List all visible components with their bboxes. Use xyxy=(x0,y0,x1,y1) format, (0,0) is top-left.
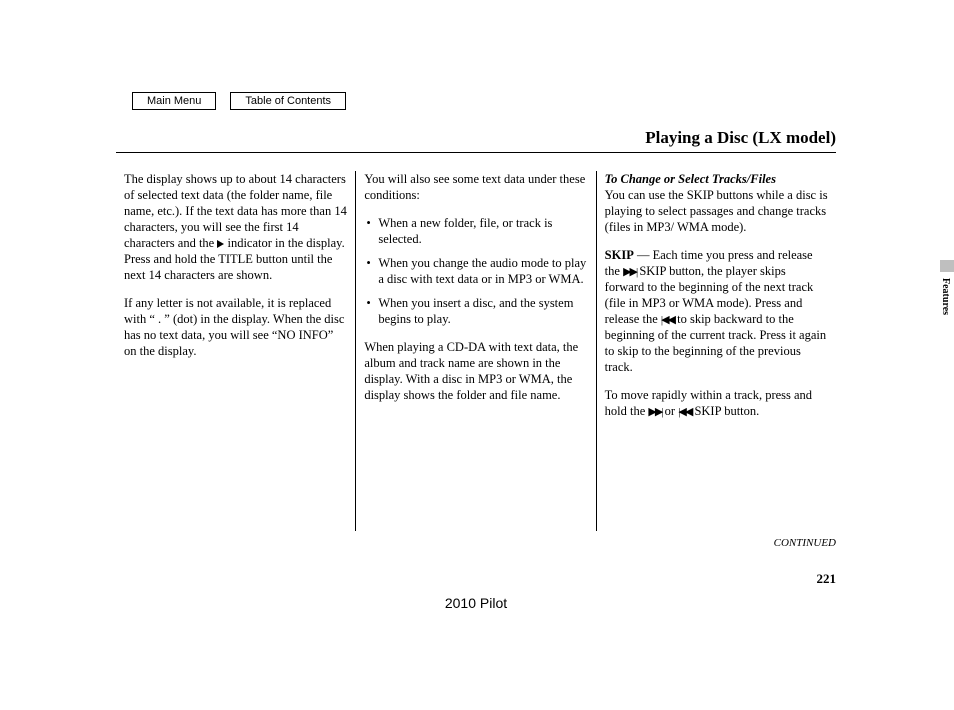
column-2: You will also see some text data under t… xyxy=(355,171,595,531)
col2-p2: When playing a CD-DA with text data, the… xyxy=(364,339,587,403)
skip-label: SKIP xyxy=(605,248,634,262)
play-indicator-icon xyxy=(217,240,224,248)
col2-bullet-2: When you change the audio mode to play a… xyxy=(364,255,587,287)
nav-row: Main Menu Table of Contents xyxy=(132,92,836,110)
col2-intro: You will also see some text data under t… xyxy=(364,171,587,203)
side-tab-marker xyxy=(940,260,954,272)
skip-forward-icon: ▶▶| xyxy=(623,266,636,278)
title-row: Playing a Disc (LX model) xyxy=(116,128,836,153)
section-side-tab: Features xyxy=(940,260,954,320)
skip-forward-icon-2: ▶▶| xyxy=(648,406,661,418)
col3-p3: To move rapidly within a track, press an… xyxy=(605,387,828,419)
model-year: 2010 Pilot xyxy=(116,595,836,611)
col3-p3-or: or xyxy=(665,404,675,418)
col3-subhead: To Change or Select Tracks/Files xyxy=(605,172,776,186)
side-tab-label: Features xyxy=(940,272,951,315)
toc-button[interactable]: Table of Contents xyxy=(230,92,346,110)
col2-bullet-3: When you insert a disc, and the system b… xyxy=(364,295,587,327)
column-1: The display shows up to about 14 charact… xyxy=(116,171,355,531)
page-title: Playing a Disc (LX model) xyxy=(116,128,836,148)
page-number: 221 xyxy=(116,571,836,587)
col1-p1: The display shows up to about 14 charact… xyxy=(124,171,347,283)
col3-p2: SKIP — Each time you press and release t… xyxy=(605,247,828,375)
col1-p2: If any letter is not available, it is re… xyxy=(124,295,347,359)
col3-p1: To Change or Select Tracks/Files You can… xyxy=(605,171,828,235)
dash: — xyxy=(634,248,653,262)
manual-page: Main Menu Table of Contents Playing a Di… xyxy=(116,92,836,611)
continued-label: CONTINUED xyxy=(116,537,836,549)
main-menu-button[interactable]: Main Menu xyxy=(132,92,216,110)
col2-bullets: When a new folder, file, or track is sel… xyxy=(364,215,587,327)
col3-p3b: SKIP button. xyxy=(694,404,759,418)
skip-backward-icon-2: |◀◀ xyxy=(678,406,691,418)
content-columns: The display shows up to about 14 charact… xyxy=(116,171,836,531)
skip-backward-icon: |◀◀ xyxy=(661,314,674,326)
col3-p1-text: You can use the SKIP buttons while a dis… xyxy=(605,188,828,234)
col2-bullet-1: When a new folder, file, or track is sel… xyxy=(364,215,587,247)
column-3: To Change or Select Tracks/Files You can… xyxy=(596,171,836,531)
